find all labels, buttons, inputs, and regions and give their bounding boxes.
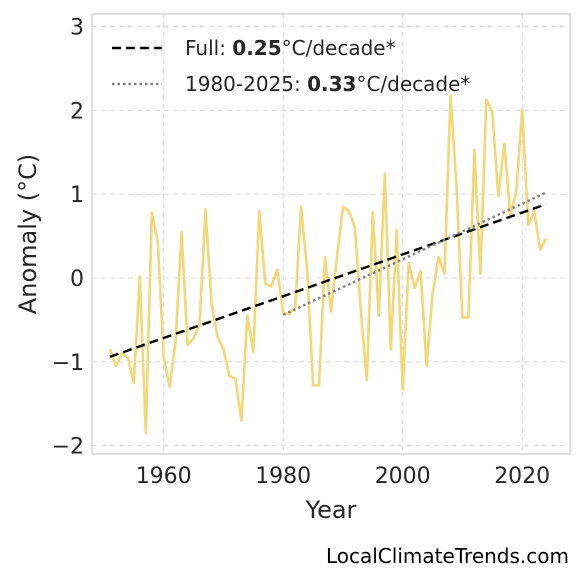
- y-tick-label: 0: [70, 267, 84, 292]
- x-tick-labels: 1960 1980 2000 2020: [136, 464, 551, 489]
- y-tick-label: 2: [70, 99, 84, 124]
- legend-entry: 1980-2025: 0.33°C/decade*: [185, 72, 470, 96]
- legend-prefix: Full:: [185, 36, 232, 60]
- legend-suffix: °C/decade*: [282, 36, 396, 60]
- legend-prefix: 1980-2025:: [185, 72, 307, 96]
- x-axis-label: Year: [305, 496, 357, 524]
- y-axis-label: Anomaly (°C): [14, 154, 42, 314]
- x-tick-label: 2000: [375, 464, 431, 489]
- trend-layer: [109, 191, 547, 358]
- y-tick-labels: −2 −1 0 1 2 3: [52, 16, 84, 460]
- watermark: LocalClimateTrends.com: [325, 544, 569, 568]
- series-layer: [108, 94, 548, 435]
- y-tick-label: 1: [70, 183, 84, 208]
- legend-value: 0.25: [232, 36, 281, 60]
- anomaly-series-line: [108, 94, 548, 435]
- legend-suffix: °C/decade*: [356, 72, 470, 96]
- y-tick-label: −1: [52, 351, 84, 376]
- x-tick-label: 1980: [255, 464, 311, 489]
- legend-entry: Full: 0.25°C/decade*: [185, 36, 396, 60]
- x-tick-label: 1960: [136, 464, 192, 489]
- trend-line-1980-2025: [282, 191, 547, 316]
- y-tick-label: 3: [70, 16, 84, 41]
- legend: Full: 0.25°C/decade*1980-2025: 0.33°C/de…: [112, 36, 470, 96]
- x-tick-label: 2020: [494, 464, 550, 489]
- trend-line-full: [109, 203, 547, 358]
- legend-value: 0.33: [307, 72, 356, 96]
- y-tick-label: −2: [52, 435, 84, 460]
